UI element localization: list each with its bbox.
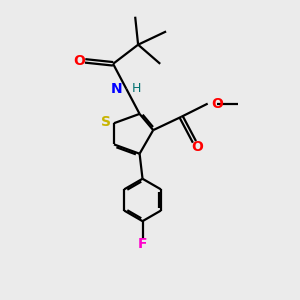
Text: O: O xyxy=(211,97,223,111)
Text: O: O xyxy=(191,140,203,154)
Text: H: H xyxy=(132,82,141,95)
Text: O: O xyxy=(73,54,85,68)
Text: F: F xyxy=(138,237,147,251)
Text: N: N xyxy=(111,82,123,96)
Text: S: S xyxy=(101,115,111,129)
